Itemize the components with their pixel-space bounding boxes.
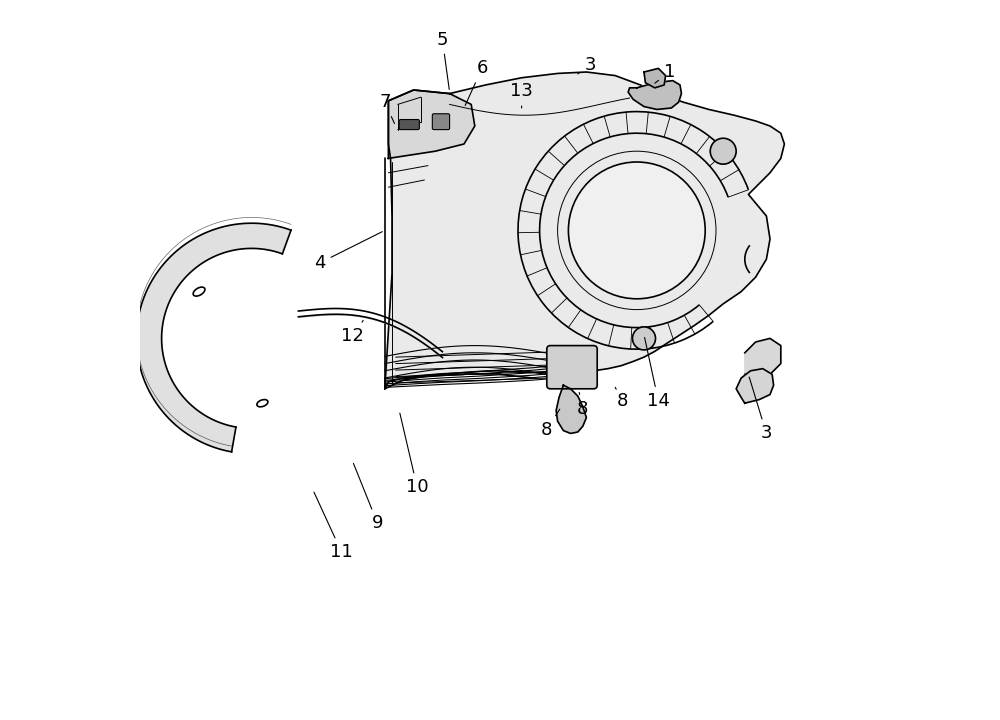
Text: 8: 8 [541,409,560,439]
Text: 9: 9 [353,464,383,533]
Text: 5: 5 [437,31,449,89]
Text: 14: 14 [645,338,670,410]
Polygon shape [736,369,774,403]
Text: 11: 11 [314,492,353,562]
Text: 3: 3 [749,377,772,442]
Polygon shape [628,81,681,109]
Polygon shape [388,90,475,158]
Polygon shape [556,385,586,433]
Polygon shape [745,338,781,374]
FancyBboxPatch shape [547,346,597,389]
FancyBboxPatch shape [432,114,450,130]
Text: 3: 3 [578,56,596,74]
Text: 1: 1 [655,63,675,84]
FancyBboxPatch shape [399,120,419,130]
Circle shape [632,327,656,350]
Text: 13: 13 [510,83,533,108]
Ellipse shape [193,287,205,296]
Text: 6: 6 [465,60,488,105]
Text: 8: 8 [615,387,628,410]
Text: 12: 12 [341,320,364,346]
Text: 10: 10 [400,413,429,497]
Text: 4: 4 [314,232,382,272]
Polygon shape [644,68,666,88]
Text: 7: 7 [379,94,394,123]
Circle shape [568,162,705,299]
Circle shape [710,138,736,164]
Ellipse shape [257,400,268,407]
Polygon shape [136,223,291,452]
Polygon shape [385,72,784,389]
Text: 8: 8 [577,392,588,418]
